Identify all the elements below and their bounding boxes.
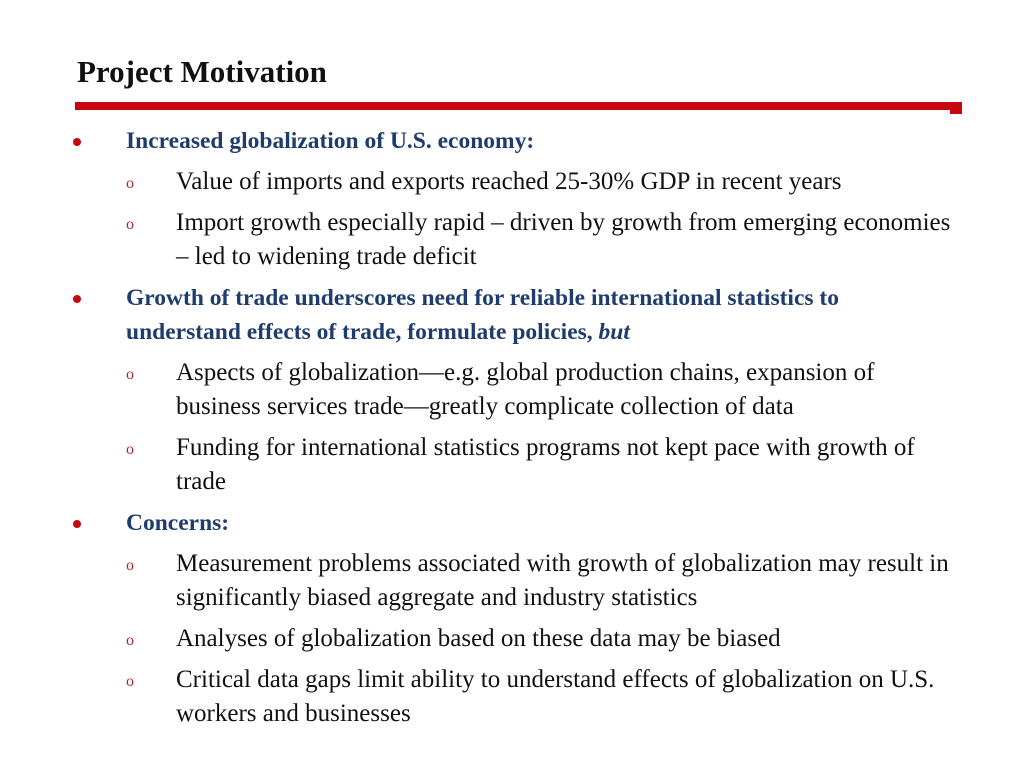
bullet-heading-text: Increased globalization of U.S. economy: xyxy=(126,128,535,154)
title-underline-rule xyxy=(75,102,962,110)
bullet-list: Increased globalization of U.S. economy:… xyxy=(0,124,1024,731)
sub-bullet-text: Funding for international statistics pro… xyxy=(176,434,915,495)
sub-bullet-item: o Funding for international statistics p… xyxy=(0,431,1024,499)
bullet-dot-icon xyxy=(73,138,81,146)
sub-bullet-marker-icon: o xyxy=(126,175,134,192)
sub-bullet-marker-icon: o xyxy=(126,632,134,649)
sub-bullet-item: o Value of imports and exports reached 2… xyxy=(0,165,1024,199)
sub-bullet-marker-icon: o xyxy=(126,557,134,574)
bullet-heading-concerns: Concerns: xyxy=(0,506,1024,540)
title-underline-notch xyxy=(950,102,962,114)
sub-bullet-item: o Import growth especially rapid – drive… xyxy=(0,206,1024,274)
sub-bullet-text: Import growth especially rapid – driven … xyxy=(176,209,951,270)
sub-bullet-item: o Measurement problems associated with g… xyxy=(0,547,1024,615)
bullet-heading-globalization: Increased globalization of U.S. economy: xyxy=(0,124,1024,158)
sub-bullet-text: Analyses of globalization based on these… xyxy=(176,625,781,652)
sub-bullet-text: Value of imports and exports reached 25-… xyxy=(176,168,842,195)
sub-bullet-marker-icon: o xyxy=(126,673,134,690)
sub-bullet-marker-icon: o xyxy=(126,366,134,383)
bullet-dot-icon xyxy=(73,295,81,303)
bullet-heading-text: Growth of trade underscores need for rel… xyxy=(126,285,839,345)
bullet-heading-emphasis: but xyxy=(598,319,630,345)
bullet-heading-text: Concerns: xyxy=(126,510,230,536)
sub-bullet-text: Critical data gaps limit ability to unde… xyxy=(176,666,935,727)
sub-bullet-text: Aspects of globalization—e.g. global pro… xyxy=(176,359,875,420)
sub-bullet-item: o Analyses of globalization based on the… xyxy=(0,622,1024,656)
bullet-dot-icon xyxy=(73,520,81,528)
sub-bullet-item: o Aspects of globalization—e.g. global p… xyxy=(0,356,1024,424)
sub-bullet-marker-icon: o xyxy=(126,441,134,458)
slide-title: Project Motivation xyxy=(77,54,327,89)
sub-bullet-item: o Critical data gaps limit ability to un… xyxy=(0,663,1024,731)
bullet-heading-trade-growth: Growth of trade underscores need for rel… xyxy=(0,281,1024,349)
sub-bullet-marker-icon: o xyxy=(126,216,134,233)
sub-bullet-text: Measurement problems associated with gro… xyxy=(176,550,949,611)
